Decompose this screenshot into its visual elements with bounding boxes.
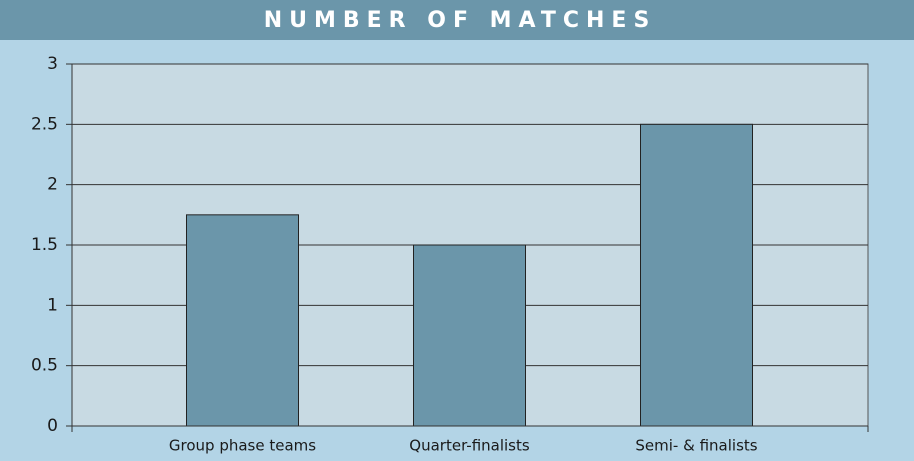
title-bar (0, 0, 914, 40)
bar (186, 214, 299, 427)
y-tick-label: 2.5 (31, 114, 58, 134)
y-tick-label: 1 (47, 295, 58, 315)
y-tick-label: 1.5 (31, 235, 58, 255)
x-tick-label: Semi- & finalists (635, 437, 757, 455)
y-tick-label: 0.5 (31, 356, 58, 376)
bar (640, 123, 753, 427)
y-tick-label: 0 (47, 416, 58, 436)
x-tick-label: Group phase teams (169, 437, 316, 455)
y-tick-label: 3 (47, 54, 58, 74)
y-tick-label: 2 (47, 175, 58, 195)
x-tick-label: Quarter-finalists (409, 437, 530, 455)
bar (413, 244, 526, 427)
chart-title: NUMBER OF MATCHES (264, 8, 657, 33)
